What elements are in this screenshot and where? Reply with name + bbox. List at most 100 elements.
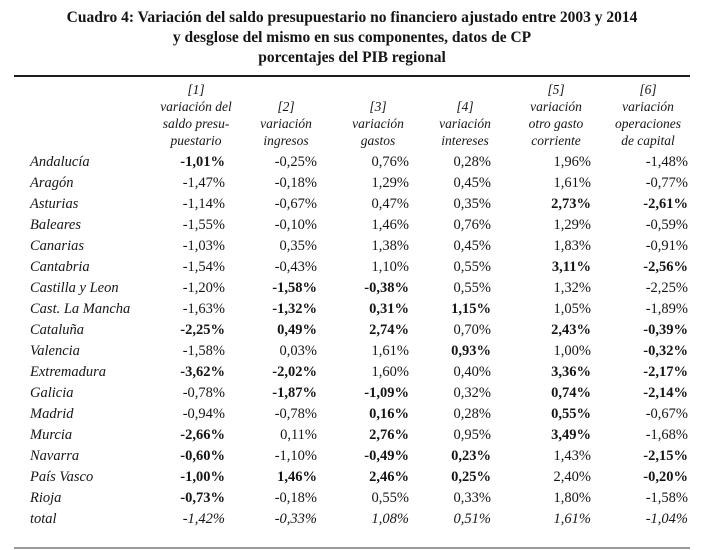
region-name-cell: Cataluña <box>30 322 84 338</box>
value-cell: -0,77% <box>645 175 688 191</box>
title-line-1: Cuadro 4: Variación del saldo presupuest… <box>66 9 638 26</box>
table-body: Andalucía -1,01% -0,25% 0,76% 0,28% 1,96% -1,4… <box>14 152 690 530</box>
column-header-line: variación <box>260 116 312 131</box>
value-cell: -0,20% <box>643 469 688 485</box>
region-name-cell: País Vasco <box>30 469 94 485</box>
value-cell: 1,80% <box>553 490 591 506</box>
column-header-line: operaciones <box>615 116 681 131</box>
value-cell: 1,32% <box>553 280 591 296</box>
table-title: Cuadro 4: Variación del saldo presupuest… <box>0 0 704 68</box>
title-line-2: y desglose del mismo en sus componentes,… <box>172 29 532 46</box>
table-row: Madrid -0,94% -0,78% 0,16% 0,28% 0,55% -0,67% <box>14 404 690 425</box>
value-cell: -0,10% <box>274 217 317 233</box>
value-cell: 0,16% <box>369 406 409 422</box>
value-cell: -1,04% <box>645 511 688 527</box>
column-header-line: [3] <box>369 99 387 114</box>
region-name-cell: total <box>30 511 57 527</box>
value-cell: -0,32% <box>643 343 688 359</box>
value-cell: 1,96% <box>553 154 591 170</box>
value-cell: 0,45% <box>453 175 491 191</box>
header-row: [1] variación del saldo presu-puestario [2]… <box>14 76 690 152</box>
column-header-line: puestario <box>170 133 222 148</box>
value-cell: 0,40% <box>453 364 491 380</box>
value-cell: 1,29% <box>553 217 591 233</box>
value-cell: -1,54% <box>182 259 225 275</box>
column-header-line: [2] <box>277 99 295 114</box>
table-row: Galicia -0,78% -1,87% -1,09% 0,32% 0,74% -2,14… <box>14 383 690 404</box>
value-cell: -1,03% <box>182 238 225 254</box>
value-cell: 0,25% <box>451 469 491 485</box>
value-cell: -0,78% <box>182 385 225 401</box>
value-cell: 0,76% <box>453 217 491 233</box>
value-cell: 0,23% <box>451 448 491 464</box>
column-header-line: saldo presu- <box>162 116 230 131</box>
column-header-line: variación <box>439 116 491 131</box>
table-row: Canarias -1,03% 0,35% 1,38% 0,45% 1,83% -0,91% <box>14 236 690 257</box>
column-header-line: [6] <box>639 82 657 97</box>
region-name-cell: Castilla y Leon <box>30 280 119 296</box>
value-cell: 1,61% <box>553 175 591 191</box>
value-cell: -1,58% <box>272 280 317 296</box>
value-cell: -1,87% <box>272 385 317 401</box>
value-cell: 0,45% <box>453 238 491 254</box>
value-cell: -0,18% <box>274 175 317 191</box>
value-cell: -1,55% <box>182 217 225 233</box>
region-name-cell: Canarias <box>30 238 84 254</box>
title-line-3: porcentajes del PIB regional <box>258 49 446 66</box>
column-header-line: intereses <box>441 133 489 148</box>
value-cell: -2,15% <box>643 448 688 464</box>
value-cell: -1,42% <box>182 511 225 527</box>
value-cell: -1,14% <box>182 196 225 212</box>
budget-variation-table: [1] variación del saldo presu-puestario [2]… <box>14 75 690 530</box>
value-cell: 3,36% <box>551 364 591 380</box>
column-header-line: variación <box>352 116 404 131</box>
column-header-line: variación <box>530 99 582 114</box>
value-cell: -3,62% <box>180 364 225 380</box>
value-cell: -1,00% <box>180 469 225 485</box>
value-cell: -1,89% <box>645 301 688 317</box>
region-name-cell: Andalucía <box>30 154 90 170</box>
value-cell: -1,01% <box>180 154 225 170</box>
value-cell: -1,68% <box>645 427 688 443</box>
value-cell: 0,35% <box>279 238 317 254</box>
value-cell: 1,83% <box>553 238 591 254</box>
region-name-cell: Rioja <box>30 490 62 506</box>
table-row: Andalucía -1,01% -0,25% 0,76% 0,28% 1,96% -1,4… <box>14 152 690 173</box>
value-cell: -2,17% <box>643 364 688 380</box>
region-name-cell: Galicia <box>30 385 74 401</box>
value-cell: -2,25% <box>180 322 225 338</box>
table-row: Extremadura -3,62% -2,02% 1,60% 0,40% 3,36% -2… <box>14 362 690 383</box>
value-cell: -2,25% <box>645 280 688 296</box>
column-header-line: variación <box>622 99 674 114</box>
value-cell: -2,14% <box>643 385 688 401</box>
value-cell: 0,74% <box>551 385 591 401</box>
corner-cell <box>14 76 152 152</box>
column-header-line: otro gasto <box>528 116 584 131</box>
table-row: Valencia -1,58% 0,03% 1,61% 0,93% 1,00% -0,32% <box>14 341 690 362</box>
value-cell: 0,76% <box>371 154 409 170</box>
value-cell: -1,48% <box>645 154 688 170</box>
table-row: total -1,42% -0,33% 1,08% 0,51% 1,61% -1,04% <box>14 509 690 530</box>
table-row: Navarra -0,60% -1,10% -0,49% 0,23% 1,43% -2,15… <box>14 446 690 467</box>
column-header-line: de capital <box>621 133 675 148</box>
column-header-1: [1] variación del saldo presu-puestario <box>152 76 240 152</box>
value-cell: -1,58% <box>645 490 688 506</box>
value-cell: 1,29% <box>371 175 409 191</box>
column-header-4: [4] variación intereses <box>424 76 506 152</box>
value-cell: 2,74% <box>369 322 409 338</box>
value-cell: -1,47% <box>182 175 225 191</box>
value-cell: -0,73% <box>180 490 225 506</box>
value-cell: -0,91% <box>645 238 688 254</box>
value-cell: 2,73% <box>551 196 591 212</box>
value-cell: 1,08% <box>371 511 409 527</box>
value-cell: -0,43% <box>274 259 317 275</box>
value-cell: -0,49% <box>364 448 409 464</box>
value-cell: -2,66% <box>180 427 225 443</box>
value-cell: 0,55% <box>371 490 409 506</box>
value-cell: 0,47% <box>371 196 409 212</box>
value-cell: 1,60% <box>371 364 409 380</box>
table-row: Rioja -0,73% -0,18% 0,55% 0,33% 1,80% -1,58% <box>14 488 690 509</box>
value-cell: 0,93% <box>451 343 491 359</box>
column-header-line: [1] <box>187 82 205 97</box>
